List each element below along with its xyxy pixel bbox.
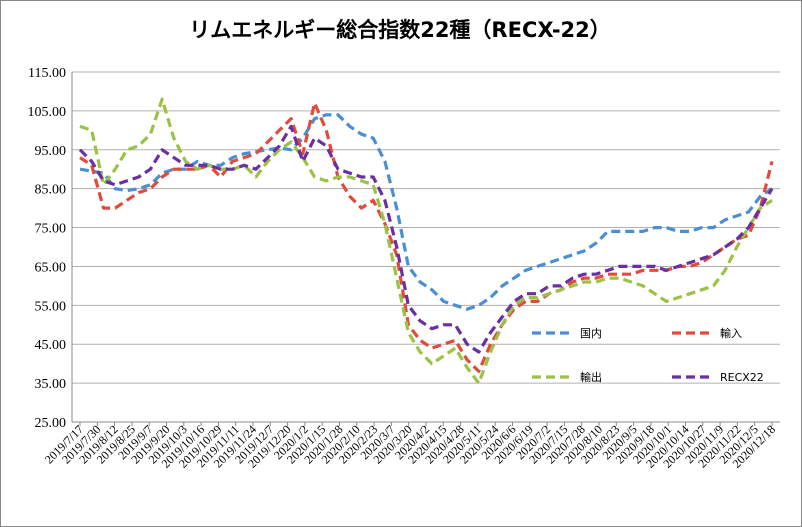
y-tick-label: 55.00 xyxy=(35,299,67,314)
y-tick-label: 35.00 xyxy=(35,377,67,392)
legend-label-1: 輸入 xyxy=(720,326,742,340)
series-line-2 xyxy=(79,97,773,385)
chart-title: リムエネルギー総合指数22種（RECX-22） xyxy=(189,18,611,42)
legend-label-2: 輸出 xyxy=(580,370,602,384)
series-line-0 xyxy=(79,113,773,311)
legend-label-0: 国内 xyxy=(580,326,602,340)
y-tick-label: 75.00 xyxy=(35,222,67,237)
y-tick-label: 95.00 xyxy=(35,144,67,159)
y-tick-label: 25.00 xyxy=(35,416,67,431)
y-tick-label: 45.00 xyxy=(35,338,67,353)
y-tick-label: 105.00 xyxy=(28,105,67,120)
y-tick-label: 85.00 xyxy=(35,183,67,198)
series-line-1 xyxy=(79,101,774,373)
y-tick-label: 65.00 xyxy=(35,260,67,275)
y-tick-label: 115.00 xyxy=(28,66,66,81)
legend-label-3: RECX22 xyxy=(720,371,764,384)
